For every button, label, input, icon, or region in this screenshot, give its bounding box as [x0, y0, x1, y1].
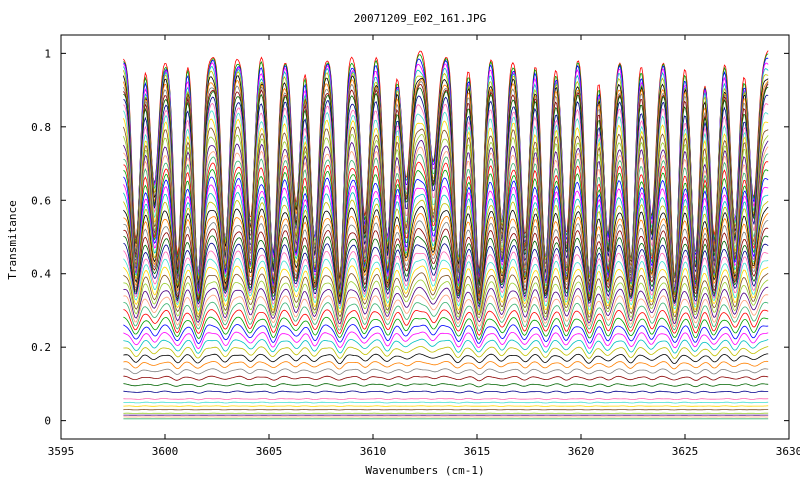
- x-tick-label: 3605: [256, 445, 283, 458]
- series-line: [123, 301, 769, 332]
- series-line: [123, 294, 769, 328]
- series-line: [123, 184, 769, 298]
- y-tick-label: 0: [44, 415, 51, 428]
- x-tick-label: 3610: [360, 445, 387, 458]
- series-line: [123, 161, 769, 296]
- series-line: [123, 206, 769, 301]
- x-tick-label: 3620: [568, 445, 595, 458]
- series-line: [123, 250, 769, 310]
- series-line: [123, 272, 769, 319]
- series-line: [123, 265, 769, 316]
- series-line: [123, 346, 769, 359]
- series-line: [123, 368, 769, 376]
- series-line: [123, 242, 769, 308]
- series-line: [123, 324, 769, 344]
- y-tick-label: 0.2: [31, 341, 51, 354]
- series-line: [123, 169, 769, 295]
- series-line: [123, 405, 769, 407]
- series-line: [123, 383, 769, 388]
- series-line: [123, 286, 769, 325]
- x-tick-label: 3615: [464, 445, 491, 458]
- series-line: [123, 409, 769, 411]
- series-line: [123, 220, 769, 303]
- y-axis-ticks: 0 0.2 0.4 0.6 0.8 1: [31, 47, 789, 428]
- plot-frame: [60, 34, 790, 440]
- x-tick-label: 3600: [152, 445, 179, 458]
- series-line: [123, 94, 769, 293]
- series-line: [123, 353, 769, 365]
- series-line: [123, 153, 769, 296]
- x-axis-ticks: 3595 3600 3605 3610 3615 3620 3625 3630: [48, 35, 800, 458]
- series-line: [123, 102, 769, 296]
- series-line: [123, 257, 769, 312]
- y-axis-label: Transmitance: [6, 200, 19, 279]
- y-tick-label: 1: [44, 47, 51, 60]
- y-tick-label: 0.6: [31, 194, 51, 207]
- series-line: [123, 338, 769, 354]
- series-line: [123, 235, 769, 306]
- series-line: [123, 375, 769, 382]
- series-line: [123, 212, 769, 301]
- series-line: [123, 316, 769, 340]
- series-line: [123, 309, 769, 336]
- x-axis-label: Wavenumbers (cm-1): [365, 464, 484, 477]
- series-line: [123, 279, 769, 322]
- series-line: [123, 390, 769, 394]
- y-tick-label: 0.4: [31, 268, 51, 281]
- x-tick-label: 3630: [776, 445, 800, 458]
- x-tick-label: 3625: [672, 445, 699, 458]
- series-line: [123, 397, 769, 401]
- series-line: [123, 360, 769, 370]
- y-tick-label: 0.8: [31, 121, 51, 134]
- series-line: [123, 176, 769, 296]
- series-line: [123, 401, 769, 404]
- x-tick-label: 3595: [48, 445, 75, 458]
- plot-area: [123, 50, 769, 420]
- chart-title: 20071209_E02_161.JPG: [354, 12, 486, 25]
- series-line: [123, 227, 769, 303]
- series-line: [123, 331, 769, 350]
